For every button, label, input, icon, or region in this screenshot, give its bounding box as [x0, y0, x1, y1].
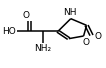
Text: O: O: [83, 38, 90, 47]
Text: HO: HO: [2, 27, 16, 36]
Text: NH: NH: [63, 8, 77, 17]
Text: NH₂: NH₂: [35, 44, 52, 53]
Text: O: O: [22, 11, 29, 20]
Text: O: O: [95, 32, 102, 41]
